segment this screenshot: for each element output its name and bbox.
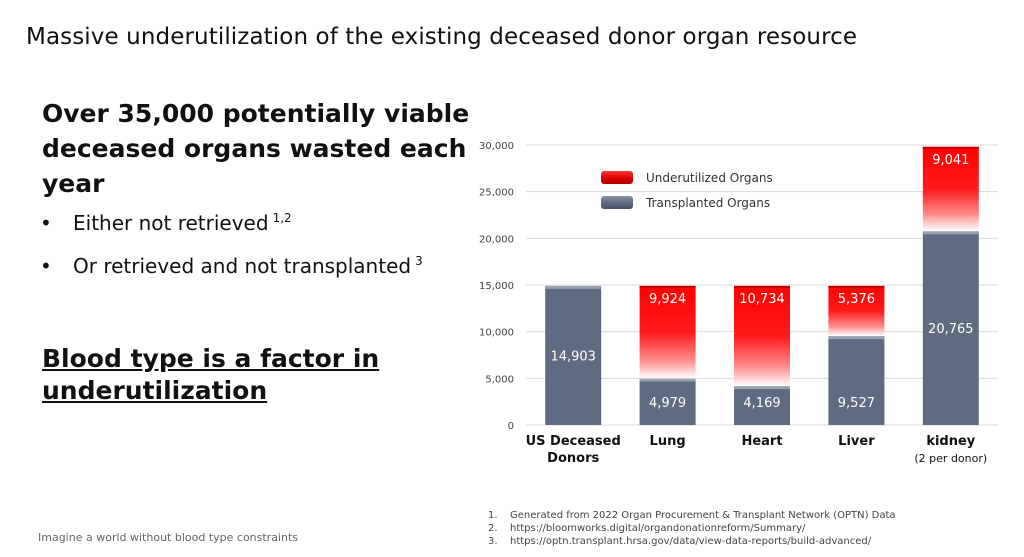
data-label-underutilized: 10,734 [739,292,785,307]
headline: Over 35,000 potentially viable deceased … [42,99,470,198]
bullet-text: Either not retrieved [73,211,269,235]
chart-legend: Underutilized Organs Transplanted Organs [601,171,773,210]
chart-y-axis: 0 5,000 10,000 15,000 20,000 25,000 30,000 [479,141,514,432]
legend-label: Underutilized Organs [646,171,773,185]
data-label-underutilized: 9,924 [649,292,686,307]
bar-transplanted [545,285,602,425]
x-tick-label: (2 per donor) [914,452,987,465]
x-tick-label: Heart [741,434,782,449]
reference-item: 2. https://bloomworks.digital/organdonati… [488,522,896,535]
reference-item: 3. https://optn.transplant.hrsa.gov/data/… [488,535,896,548]
y-tick-label: 30,000 [479,141,514,152]
reference-text: https://optn.transplant.hrsa.gov/data/vi… [510,536,872,547]
bar-transplanted-highlight [545,285,602,289]
legend-swatch [601,196,633,209]
bar-transplanted-highlight [639,378,696,382]
data-label-transplanted: 20,765 [928,322,974,337]
chart-bars: 14,903 4,979 9,924 4,169 10,734 9,527 5,376 20,… [545,146,979,425]
bar-transplanted [734,386,790,425]
reference-item: 1. Generated from 2022 Organ Procurement … [488,509,896,522]
bar-transplanted [639,378,696,425]
reference-text: https://bloomworks.digital/organdonation… [510,523,806,534]
x-tick-label: Lung [650,434,686,449]
bar-transplanted-highlight [734,386,790,390]
bar-underutilized-top-edge [734,285,790,288]
reference-number: 3. [488,536,498,547]
reference-text: Generated from 2022 Organ Procurement & … [510,510,896,521]
data-label-transplanted: 9,527 [838,396,875,411]
x-tick-label: kidney [926,434,975,449]
bullet-item-not-retrieved: • Either not retrieved 1,2 [40,212,423,234]
bar-transplanted [922,231,979,425]
bar-transplanted-highlight [922,231,979,235]
data-label-underutilized: 5,376 [838,292,875,307]
legend-label: Transplanted Organs [645,196,770,210]
bar-underutilized-top-edge [639,285,696,288]
bar-underutilized [734,285,790,387]
bullet-dot: • [40,254,52,278]
bar-underutilized [922,146,979,232]
bar-underutilized-top-edge [828,285,885,288]
bar-underutilized-top-edge [922,146,979,149]
bullet-item-not-transplanted: • Or retrieved and not transplanted 3 [40,255,423,277]
bar-underutilized [639,285,696,379]
bar-transplanted-highlight [828,336,885,340]
y-tick-label: 5,000 [485,374,514,385]
data-label-transplanted: 4,169 [743,396,780,411]
bullet-footnote: 3 [415,254,423,269]
data-label-transplanted: 4,979 [649,396,686,411]
legend-swatch [601,171,633,184]
data-label-transplanted: 14,903 [550,349,596,364]
y-tick-label: 20,000 [479,234,514,245]
references-list: 1. Generated from 2022 Organ Procurement … [488,509,896,548]
chart-x-axis: US Deceased Donors Lung Heart Liver kidney (2 … [526,434,988,466]
reference-number: 2. [488,523,498,534]
bar-transplanted [828,336,885,425]
y-tick-label: 0 [508,421,514,432]
reference-number: 1. [488,510,498,521]
organ-utilization-chart: 0 5,000 10,000 15,000 20,000 25,000 30,000 14,… [479,141,998,466]
x-tick-label: Liver [838,434,875,449]
y-tick-label: 10,000 [479,328,514,339]
bullet-list: • Either not retrieved 1,2 • Or retrieved… [40,212,423,298]
slide-title: Massive underutilization of the existing… [26,24,858,50]
bar-underutilized [828,285,885,337]
data-label-underutilized: 9,041 [932,153,969,168]
blood-type-factor-text: Blood type is a factor in underutilizati… [42,344,380,405]
bullet-dot: • [40,211,52,235]
footer-tagline: Imagine a world without blood type const… [38,531,299,544]
x-tick-label: Donors [547,451,599,466]
y-tick-label: 25,000 [479,188,514,199]
bullet-footnote: 1,2 [272,211,292,226]
y-tick-label: 15,000 [479,281,514,292]
bullet-text: Or retrieved and not transplanted [73,254,412,278]
x-tick-label: US Deceased [526,434,621,449]
